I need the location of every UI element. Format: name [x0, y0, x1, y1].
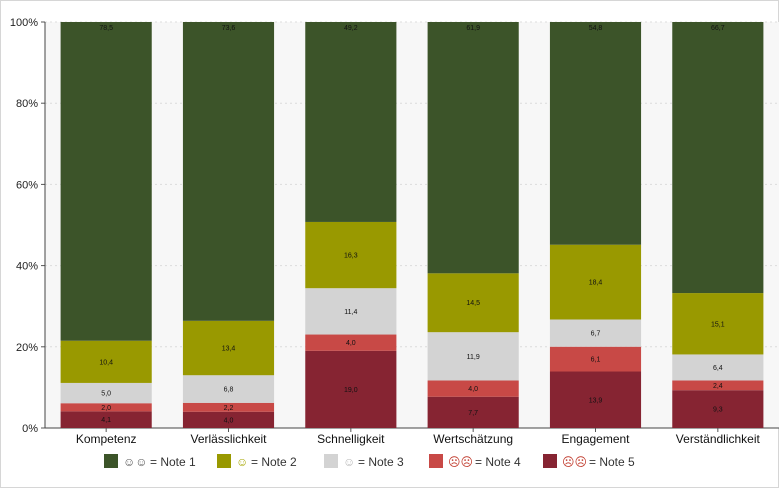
bar-segment [672, 380, 764, 391]
bar-segment [60, 411, 152, 428]
data-label: 13,4 [222, 346, 236, 353]
legend-label: = Note 1 [150, 455, 196, 469]
bar-segment [549, 319, 642, 347]
data-label: 73,6 [222, 25, 236, 32]
bar-segment [182, 22, 275, 321]
bar-segment [182, 402, 275, 412]
legend-label: = Note 5 [589, 455, 635, 469]
legend-symbol: ☹☹ [448, 455, 473, 469]
data-label: 16,3 [344, 253, 358, 260]
data-label: 2,2 [224, 405, 234, 412]
bar-segment [182, 375, 275, 403]
y-tick-label: 80% [16, 98, 38, 110]
legend-label: = Note 4 [475, 455, 521, 469]
bar-segment [182, 320, 275, 376]
data-label: 4,0 [346, 340, 356, 347]
x-tick-label: Verlässlichkeit [190, 432, 267, 446]
bar-segment [427, 396, 519, 428]
data-label: 49,2 [344, 25, 358, 32]
data-label: 9,3 [713, 407, 723, 414]
data-label: 6,7 [591, 331, 601, 338]
bar-segment [60, 22, 152, 341]
bar-segment [427, 332, 519, 381]
data-label: 5,0 [101, 391, 111, 398]
bar-segment [182, 411, 275, 428]
data-label: 15,1 [711, 321, 725, 328]
bar-segment [672, 390, 764, 428]
x-tick-label: Engagement [561, 432, 630, 446]
legend-label: = Note 2 [251, 455, 297, 469]
x-tick-label: Kompetenz [76, 432, 137, 446]
plot-area [45, 22, 779, 428]
legend-symbol: ☺ [343, 455, 355, 469]
bar-segment [672, 293, 764, 355]
bar-segment [305, 221, 397, 289]
bar-segment [549, 244, 642, 320]
data-label: 14,5 [466, 300, 480, 307]
bar-segment [305, 22, 397, 222]
legend-swatch [324, 454, 338, 468]
data-label: 54,8 [589, 25, 603, 32]
bar-segment [305, 350, 397, 428]
bar-segment [549, 22, 642, 245]
data-label: 7,7 [468, 410, 478, 417]
data-label: 6,8 [224, 387, 234, 394]
y-tick-label: 60% [16, 179, 38, 191]
bar-segment [672, 22, 764, 294]
data-label: 4,0 [224, 417, 234, 424]
bar-segment [427, 380, 519, 397]
data-label: 19,0 [344, 387, 358, 394]
bar-segment [60, 403, 152, 412]
data-label: 2,4 [713, 383, 723, 390]
data-label: 61,9 [466, 25, 480, 32]
data-label: 6,4 [713, 365, 723, 372]
x-tick-label: Verständlichkeit [676, 432, 761, 446]
data-label: 4,0 [468, 386, 478, 393]
bar-segment [427, 22, 519, 274]
legend-symbol: ☺ [236, 455, 248, 469]
y-tick-label: 0% [22, 423, 38, 435]
x-tick-label: Wertschätzung [433, 432, 513, 446]
data-label: 10,4 [99, 359, 113, 366]
data-label: 13,9 [589, 397, 603, 404]
x-tick-label: Schnelligkeit [317, 432, 385, 446]
data-label: 11,4 [344, 309, 357, 316]
data-label: 6,1 [591, 357, 601, 364]
bar-segment [60, 382, 152, 404]
bar-segment [60, 340, 152, 383]
data-label: 78,5 [99, 25, 113, 32]
bar-segment [672, 354, 764, 381]
y-tick-label: 100% [10, 17, 38, 29]
data-label: 18,4 [589, 280, 603, 287]
legend-swatch [543, 454, 557, 468]
legend-symbol: ☺☺ [123, 455, 148, 469]
data-label: 11,9 [467, 354, 480, 361]
bar-segment [549, 346, 642, 372]
legend-symbol: ☹☹ [562, 455, 587, 469]
data-label: 66,7 [711, 25, 725, 32]
y-tick-label: 40% [16, 261, 38, 273]
data-label: 2,0 [101, 405, 111, 412]
bar-segment [427, 273, 519, 333]
bar-segment [305, 288, 397, 335]
y-tick-label: 20% [16, 342, 38, 354]
bar-segment [549, 371, 642, 428]
legend-swatch [217, 454, 231, 468]
legend-swatch [104, 454, 118, 468]
data-label: 4,1 [101, 417, 111, 424]
legend-swatch [429, 454, 443, 468]
bar-segment [305, 334, 397, 351]
legend-label: = Note 3 [358, 455, 404, 469]
